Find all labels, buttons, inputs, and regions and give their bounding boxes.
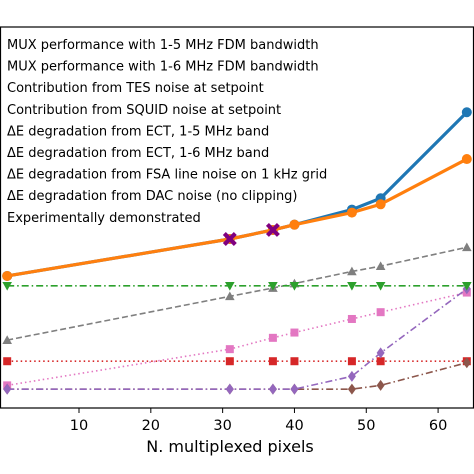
data-point <box>268 281 278 291</box>
data-point <box>290 383 299 395</box>
x-tick-label: 20 <box>142 418 160 434</box>
data-point <box>268 333 277 342</box>
data-point <box>265 222 280 237</box>
x-tick-label: 40 <box>285 418 303 434</box>
data-point <box>462 357 471 369</box>
data-point <box>375 199 386 210</box>
x-axis-label: N. multiplexed pixels <box>146 437 313 456</box>
series-line <box>7 246 467 341</box>
legend-entry: ΔE degradation from DAC noise (no clippi… <box>7 189 298 204</box>
data-point <box>462 242 472 252</box>
series-3 <box>2 242 472 344</box>
legend-entry: Contribution from SQUID noise at setpoin… <box>7 103 281 118</box>
legend-entry: MUX performance with 1-5 MHz FDM bandwid… <box>7 38 319 53</box>
legend-entry: Experimentally demonstrated <box>7 211 201 226</box>
data-point <box>225 345 234 354</box>
data-point <box>289 219 300 230</box>
data-point <box>461 154 472 165</box>
data-point <box>2 335 12 344</box>
series-line <box>7 291 467 387</box>
data-point <box>268 357 277 366</box>
data-point <box>3 357 12 366</box>
data-point <box>375 281 386 291</box>
data-point <box>376 357 385 366</box>
series-2 <box>2 281 472 291</box>
data-point <box>225 383 234 395</box>
series-4 <box>3 283 471 395</box>
data-point <box>462 281 472 291</box>
x-axis: 10 20 30 40 50 60 <box>70 408 447 434</box>
data-point <box>2 281 12 291</box>
data-point <box>346 207 357 218</box>
data-point <box>222 232 237 246</box>
x-tick-label: 60 <box>429 418 447 434</box>
legend-entry: Contribution from TES noise at setpoint <box>7 81 264 96</box>
series-line <box>7 361 468 390</box>
data-point <box>347 370 356 382</box>
legend-entry: ΔE degradation from FSA line noise on 1 … <box>7 168 327 183</box>
data-point <box>347 266 357 276</box>
x-tick-label: 50 <box>357 418 375 434</box>
x-tick-label: 30 <box>213 418 231 434</box>
data-point <box>290 357 299 366</box>
data-point <box>347 314 356 323</box>
data-point <box>268 383 277 395</box>
data-point <box>3 383 12 395</box>
data-point <box>225 357 234 366</box>
data-point <box>289 281 300 291</box>
data-point <box>376 379 385 391</box>
data-point <box>225 281 235 291</box>
series-8 <box>222 222 280 246</box>
data-point <box>347 357 356 366</box>
data-point <box>347 281 357 291</box>
data-point <box>461 107 472 118</box>
legend-entry: ΔE degradation from ECT, 1-6 MHz band <box>7 146 269 161</box>
data-point <box>225 291 235 301</box>
data-point <box>376 347 385 359</box>
series-7 <box>3 357 471 366</box>
series-line <box>7 288 468 390</box>
data-point <box>376 308 385 317</box>
series-5 <box>3 357 471 395</box>
data-point <box>347 383 356 395</box>
legend-entry: ΔE degradation from ECT, 1-5 MHz band <box>7 124 269 139</box>
x-tick-label: 10 <box>70 418 88 434</box>
data-point <box>290 328 299 337</box>
data-point <box>2 270 13 281</box>
legend-entry: MUX performance with 1-6 MHz FDM bandwid… <box>7 60 319 75</box>
series-layer <box>2 107 472 395</box>
legend: MUX performance with 1-5 MHz FDM bandwid… <box>7 38 327 226</box>
data-point <box>375 261 386 271</box>
